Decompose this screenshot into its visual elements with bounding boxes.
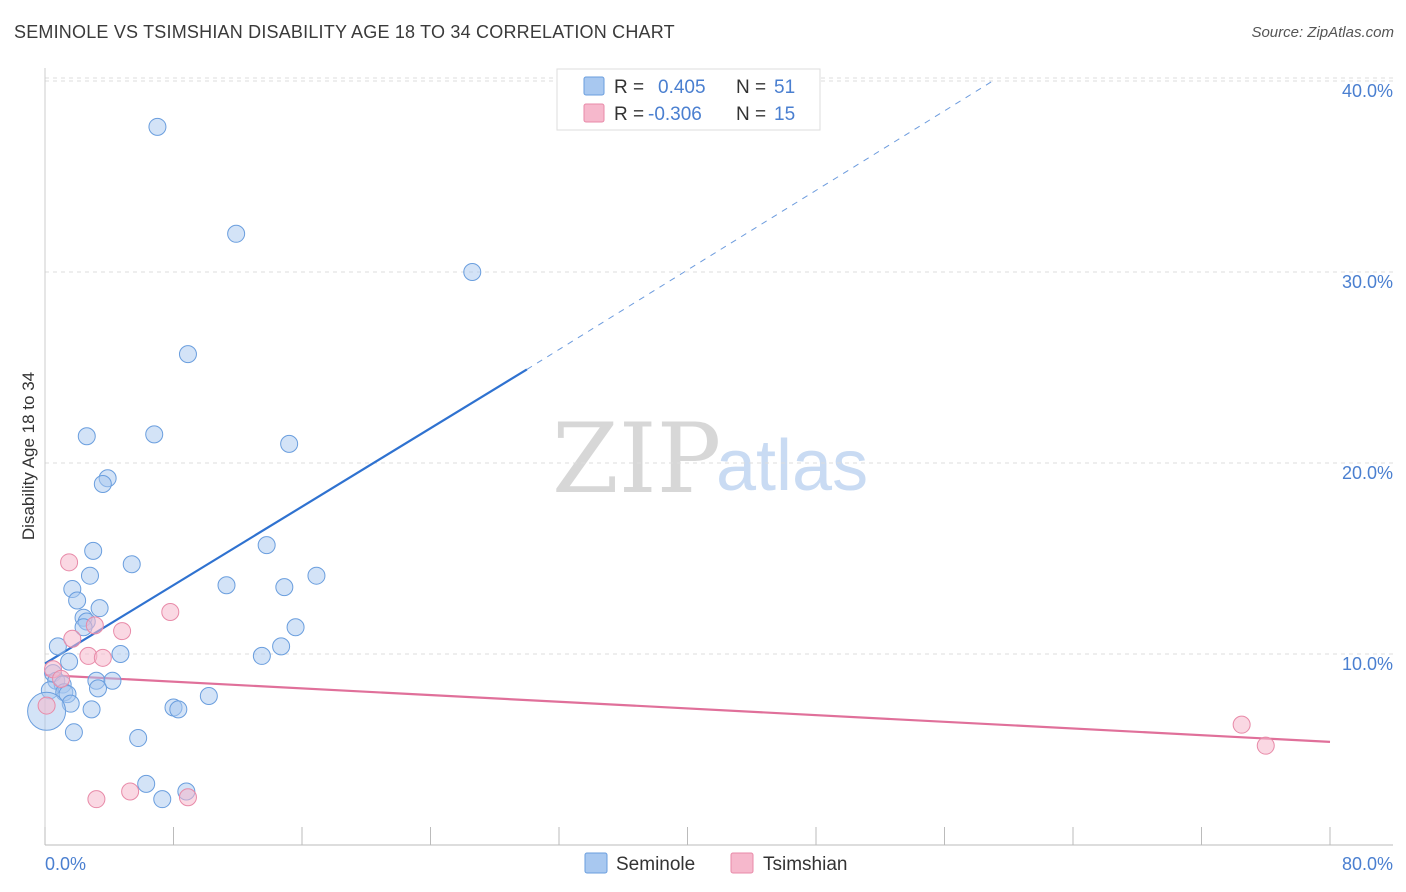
trend-lines (44, 80, 1331, 743)
grid-lines (45, 77, 1393, 655)
tsimshian-trend-line (44, 673, 1331, 743)
seminole-point (307, 566, 326, 585)
chart-title: SEMINOLE VS TSIMSHIAN DISABILITY AGE 18 … (14, 22, 675, 42)
seminole-point (137, 774, 156, 793)
seminole-point (178, 345, 197, 364)
legend-tsimshian-r-value: -0.306 (648, 104, 702, 125)
seminole-point (103, 671, 122, 690)
watermark-zip: ZIP (552, 403, 721, 515)
tsimshian-point (63, 629, 82, 648)
legend-seminole-swatch (583, 76, 605, 96)
y-tick-label: 40.0% (1342, 81, 1393, 101)
legend-bottom-seminole-swatch (584, 852, 608, 874)
seminole-point (77, 427, 96, 446)
seminole-point (90, 599, 109, 618)
legend-seminole-n-label: N = (736, 77, 766, 98)
data-points (27, 117, 1275, 809)
seminole-point (252, 646, 271, 665)
legend-tsimshian-swatch (583, 103, 605, 123)
seminole-point (272, 637, 291, 656)
legend-top: R = 0.405 N = 51 R = -0.306 N = 15 (556, 68, 821, 131)
seminole-point (217, 576, 236, 595)
tsimshian-point (60, 553, 79, 572)
seminole-point (153, 790, 172, 809)
legend-seminole-r-value: 0.405 (658, 77, 706, 98)
seminole-point (199, 687, 218, 706)
tsimshian-point (113, 622, 132, 641)
legend-tsimshian-n-label: N = (736, 104, 766, 125)
x-tick-label-min: 0.0% (45, 854, 86, 874)
seminole-point (145, 425, 164, 444)
y-axis-title: Disability Age 18 to 34 (19, 372, 38, 540)
watermark: ZIP atlas (552, 403, 868, 515)
seminole-point (89, 679, 108, 698)
legend-tsimshian-r-label: R = (614, 104, 644, 125)
seminole-trend-extension (526, 80, 993, 370)
seminole-point (93, 475, 112, 494)
tsimshian-point (85, 616, 104, 635)
seminole-point (84, 541, 103, 560)
seminole-point (68, 591, 87, 610)
seminole-point (129, 729, 148, 748)
watermark-atlas: atlas (716, 426, 868, 506)
legend-seminole-n-value: 51 (774, 77, 795, 98)
legend-bottom-seminole-label: Seminole (616, 854, 695, 875)
seminole-point (111, 645, 130, 663)
seminole-point (148, 117, 167, 136)
legend-bottom: Seminole Tsimshian (584, 852, 847, 875)
seminole-point (82, 700, 101, 719)
seminole-point (227, 224, 246, 243)
source-credit: Source: ZipAtlas.com (1251, 24, 1394, 41)
legend-seminole-r-label: R = (614, 77, 644, 98)
tsimshian-point (93, 648, 112, 667)
tsimshian-point (37, 696, 56, 715)
x-tick-label-max: 80.0% (1342, 854, 1393, 874)
tsimshian-point (1232, 715, 1251, 734)
tsimshian-point (121, 782, 140, 801)
tsimshian-point (52, 669, 71, 688)
tsimshian-point (1256, 736, 1275, 755)
tsimshian-point (87, 790, 106, 809)
seminole-point (463, 263, 482, 281)
tsimshian-point (178, 788, 197, 807)
legend-bottom-tsimshian-label: Tsimshian (763, 854, 847, 875)
seminole-point (48, 637, 67, 656)
y-tick-label: 30.0% (1342, 272, 1393, 292)
seminole-point (257, 536, 276, 555)
legend-tsimshian-n-value: 15 (774, 104, 795, 125)
seminole-point (122, 555, 141, 574)
tick-labels: 10.0% 20.0% 30.0% 40.0% 0.0% 80.0% (45, 81, 1393, 874)
seminole-point (60, 652, 79, 671)
seminole-point (169, 700, 188, 719)
y-tick-label: 10.0% (1342, 654, 1393, 674)
seminole-point (280, 434, 299, 453)
tsimshian-point (161, 602, 180, 621)
y-tick-label: 20.0% (1342, 463, 1393, 483)
seminole-trend-line (44, 368, 528, 665)
seminole-point (275, 578, 294, 597)
seminole-point (286, 618, 305, 637)
seminole-point (64, 723, 83, 742)
legend-bottom-tsimshian-swatch (730, 852, 754, 874)
seminole-point (80, 566, 99, 585)
